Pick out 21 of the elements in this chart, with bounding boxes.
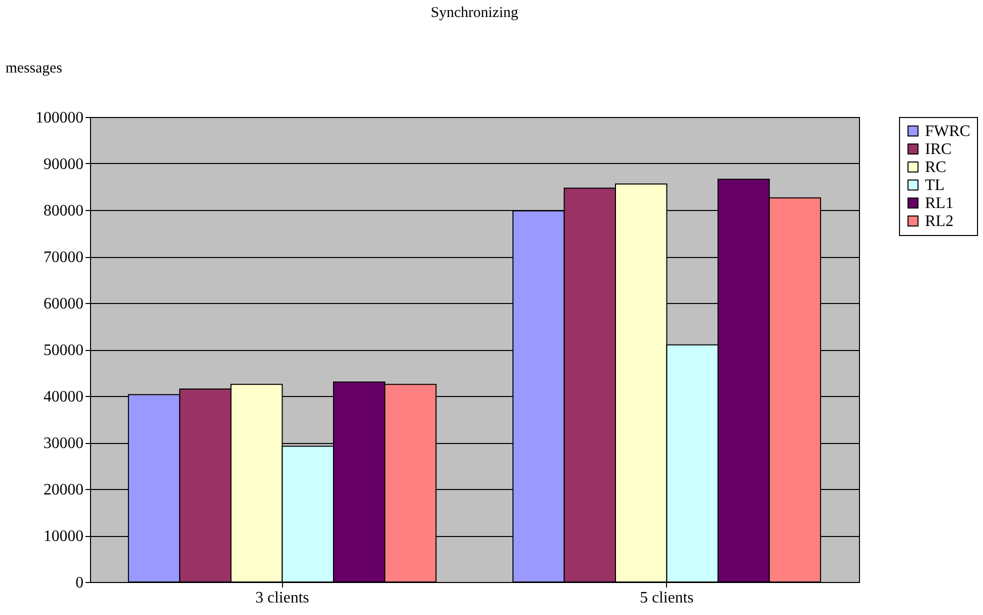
chart-title: Synchronizing — [430, 5, 519, 21]
legend-label: TL — [925, 177, 945, 194]
y-tick-label: 70000 — [44, 249, 84, 266]
y-axis-title: messages — [6, 60, 62, 76]
legend-label: IRC — [925, 141, 952, 158]
y-tick-label: 60000 — [44, 296, 84, 312]
legend-label: RC — [925, 159, 946, 176]
y-tick-label: 30000 — [44, 435, 84, 452]
y-tick-label: 80000 — [44, 202, 84, 220]
legend-label: FWRC — [925, 123, 970, 140]
y-tick-label: 40000 — [44, 388, 84, 406]
y-tick-label: 20000 — [44, 482, 84, 498]
legend-label: RL2 — [925, 213, 954, 230]
legend-label: RL1 — [925, 195, 954, 212]
x-tick-label: 5 clients — [640, 590, 694, 606]
y-tick-label: 50000 — [44, 342, 84, 359]
y-tick-label: 90000 — [44, 156, 84, 173]
y-tick-label: 0 — [76, 574, 84, 592]
y-tick-label: 100000 — [36, 110, 84, 126]
x-tick-label: 3 clients — [255, 590, 310, 606]
y-tick-label: 10000 — [44, 528, 84, 545]
